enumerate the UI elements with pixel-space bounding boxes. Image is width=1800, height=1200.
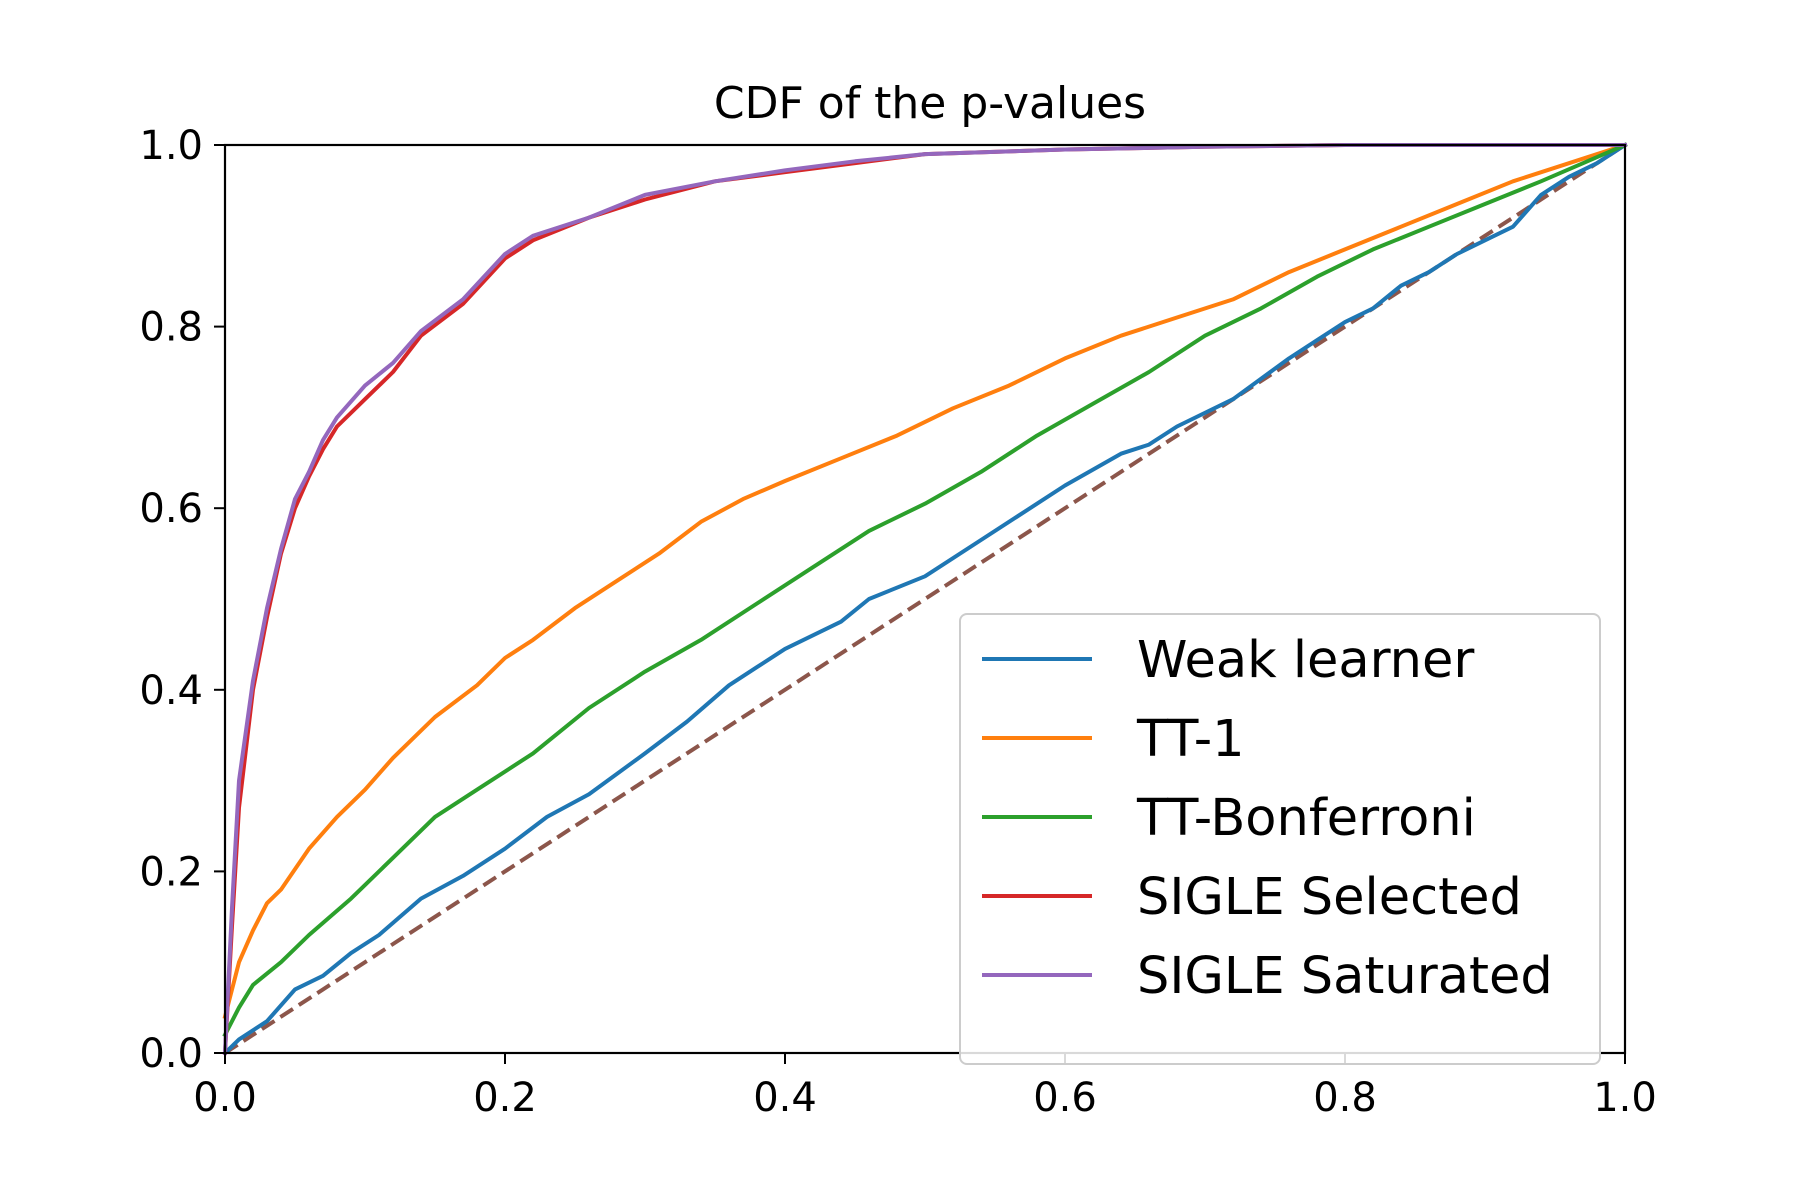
legend-label: SIGLE Saturated bbox=[1137, 947, 1553, 1006]
legend-label: Weak learner bbox=[1137, 631, 1474, 690]
x-tick-label: 0.4 bbox=[753, 1075, 817, 1121]
legend-entry-tt-1: TT-1 bbox=[982, 710, 1245, 769]
legend-label: TT-1 bbox=[1136, 710, 1245, 769]
legend-label: SIGLE Selected bbox=[1137, 868, 1522, 927]
reference-diagonal-line bbox=[223, 143, 1627, 1055]
x-tick-label: 0.6 bbox=[1033, 1075, 1097, 1121]
ticks-layer: 0.0 0.2 0.4 0.6 0.8 1.0 0.0 0.2 0.4 0.6 0.8 1.0 bbox=[139, 123, 1656, 1121]
series-layer bbox=[222, 142, 1628, 1056]
series-line-sigle-saturated bbox=[222, 143, 1627, 1056]
x-tick-label: 0.8 bbox=[1313, 1075, 1377, 1121]
chart-title: CDF of the p-values bbox=[714, 78, 1146, 129]
series-line-tt-bonferroni bbox=[222, 142, 1628, 1038]
x-tick-label: 0.2 bbox=[473, 1075, 537, 1121]
series-line-tt-1 bbox=[222, 142, 1628, 1020]
x-tick-label: 1.0 bbox=[1593, 1075, 1657, 1121]
y-tick-label: 1.0 bbox=[139, 123, 203, 169]
x-tick-label: 0.0 bbox=[193, 1075, 257, 1121]
series-line-weak-learner bbox=[222, 142, 1628, 1056]
y-tick-label: 0.6 bbox=[139, 486, 203, 532]
y-tick-label: 0.4 bbox=[139, 668, 203, 714]
y-tick-label: 0.0 bbox=[139, 1031, 203, 1077]
legend-entry-sigle-selected: SIGLE Selected bbox=[982, 868, 1522, 927]
legend-label: TT-Bonferroni bbox=[1136, 789, 1476, 848]
y-tick-label: 0.2 bbox=[139, 849, 203, 895]
legend: Weak learner TT-1 TT-Bonferroni SIGLE Selec… bbox=[959, 613, 1601, 1065]
legend-entry-sigle-saturated: SIGLE Saturated bbox=[982, 947, 1553, 1006]
plot-frame bbox=[223, 143, 1627, 1055]
legend-box bbox=[959, 613, 1601, 1065]
legend-entry-tt-bonferroni: TT-Bonferroni bbox=[982, 789, 1476, 848]
legend-entry-weak-learner: Weak learner bbox=[982, 631, 1474, 690]
y-tick-label: 0.8 bbox=[139, 305, 203, 351]
